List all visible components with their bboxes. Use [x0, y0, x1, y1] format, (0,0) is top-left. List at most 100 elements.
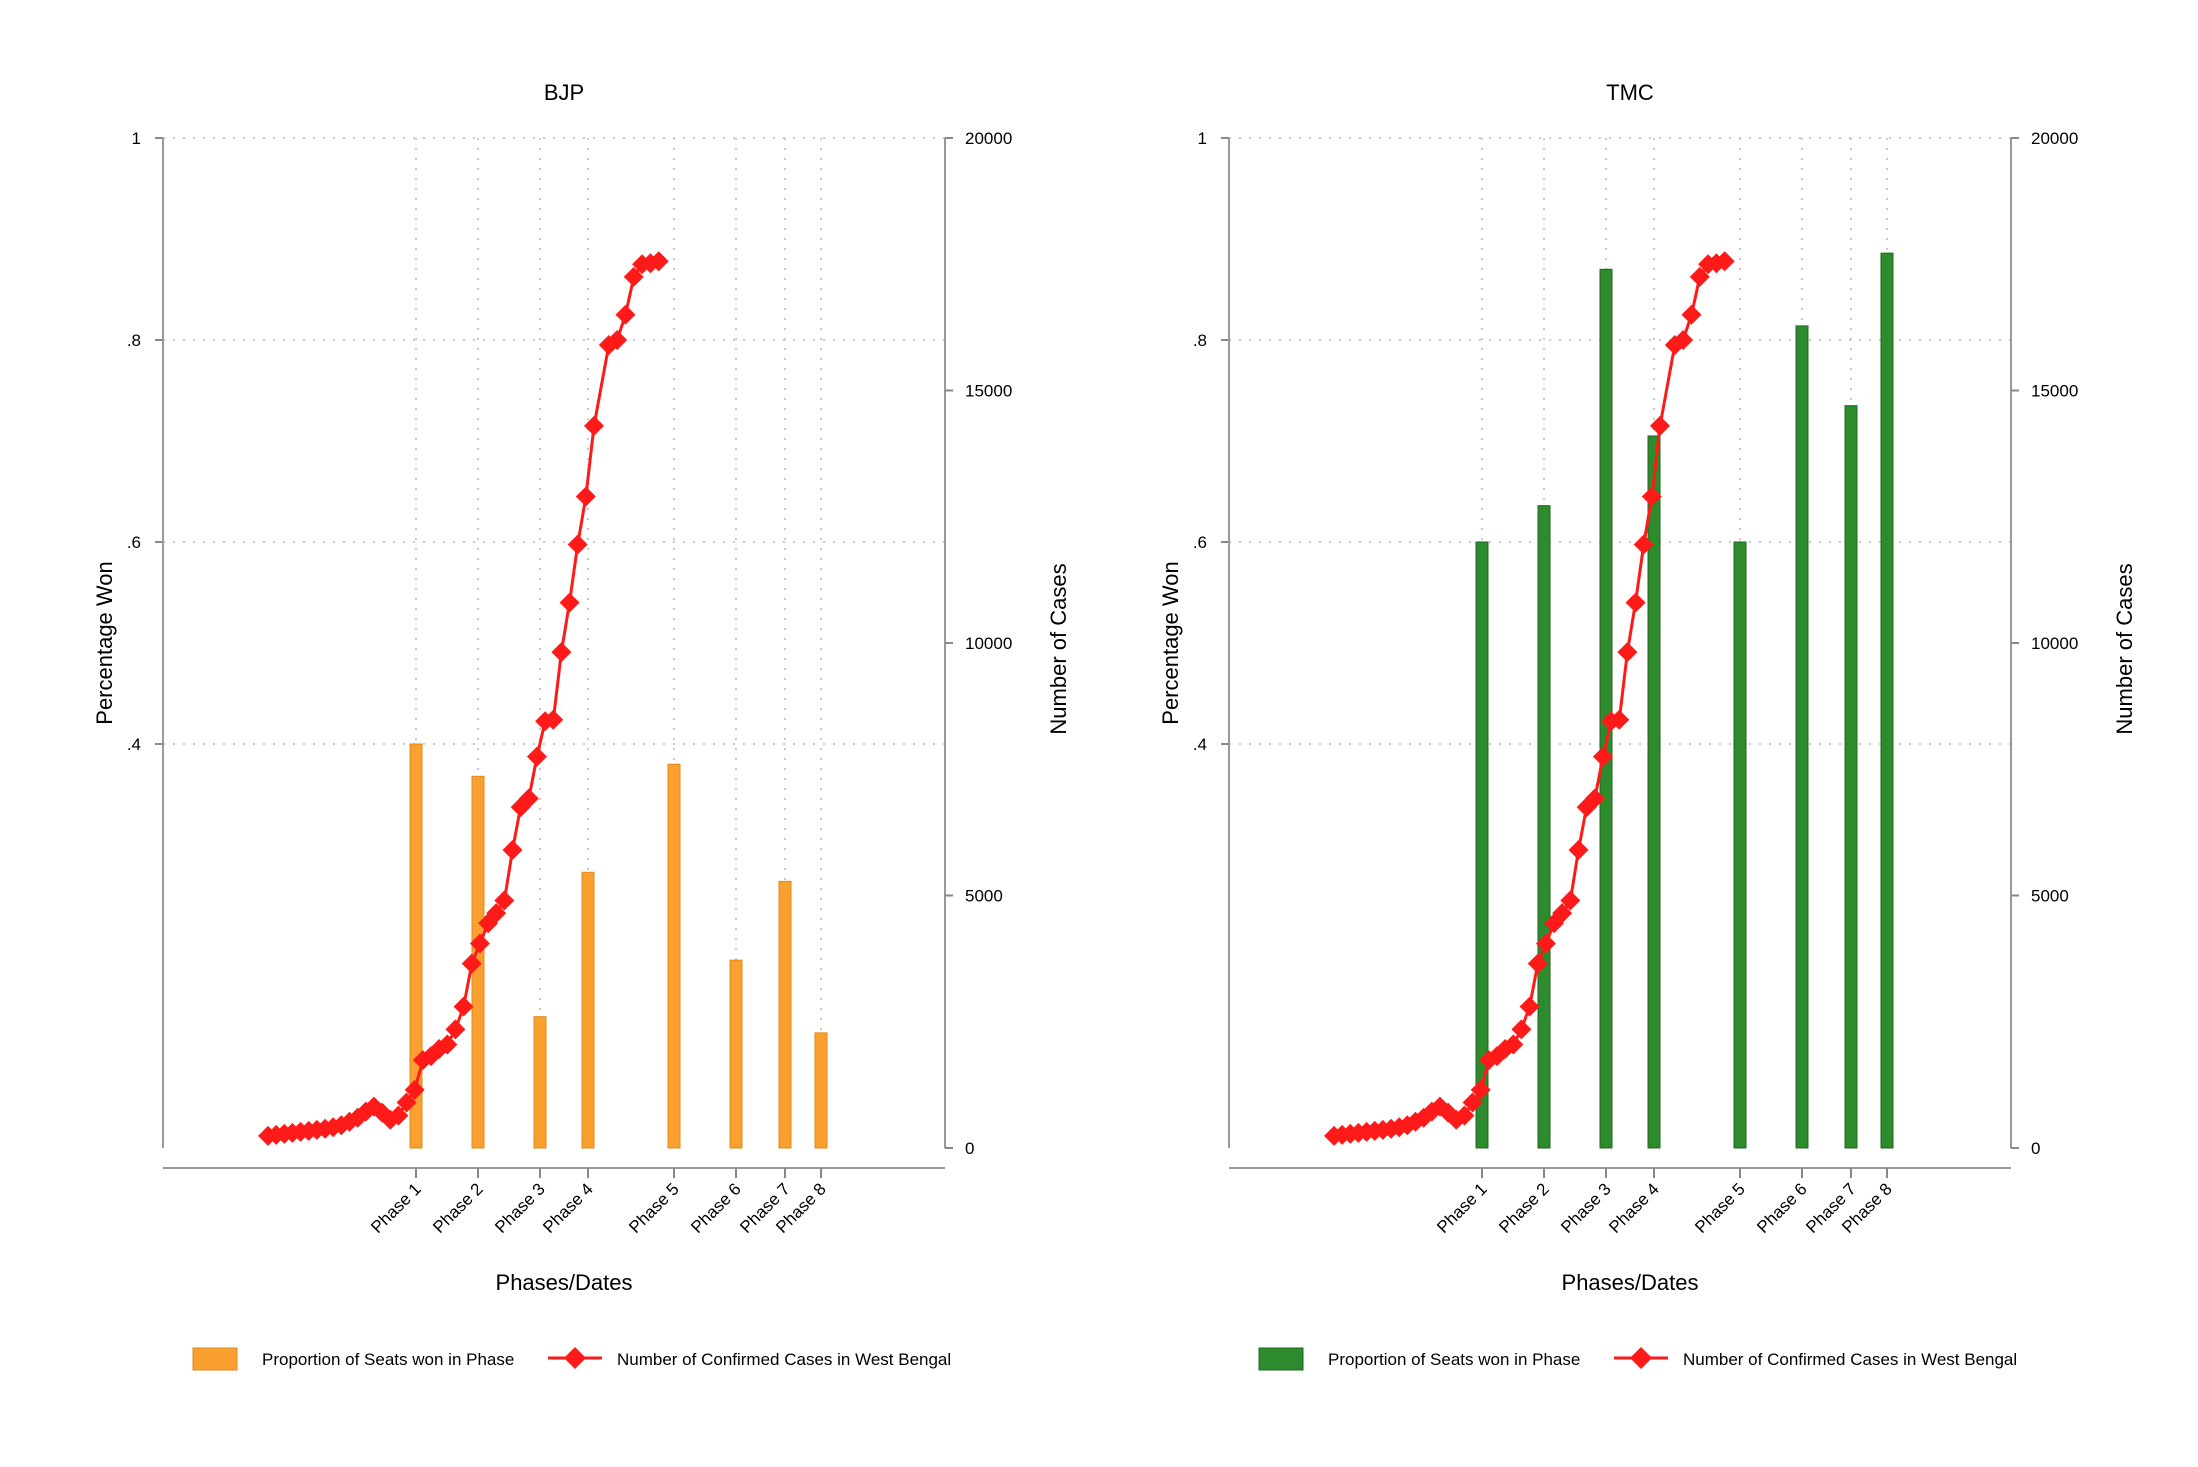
cases-marker: [648, 251, 669, 272]
cases-marker: [404, 1079, 425, 1100]
cases-marker: [1633, 534, 1654, 555]
legend-bar-label: Proportion of Seats won in Phase: [262, 1350, 514, 1369]
legend-bar-label: Proportion of Seats won in Phase: [1328, 1350, 1580, 1369]
cases-marker: [1560, 890, 1581, 911]
bar-phase-1: [409, 743, 423, 1149]
bar-phase-6: [729, 959, 743, 1149]
cases-marker: [1527, 953, 1548, 974]
cases-marker: [623, 266, 644, 287]
cases-marker: [1681, 304, 1702, 325]
right-tick-label: 5000: [965, 887, 1003, 906]
cases-marker: [461, 953, 482, 974]
cases-marker: [396, 1092, 417, 1113]
bar-phase-5: [667, 763, 681, 1149]
cases-marker: [1503, 1034, 1524, 1055]
left-tick-label: .4: [127, 735, 141, 754]
bar-phase-5: [1733, 541, 1747, 1149]
cases-marker: [1495, 1039, 1516, 1060]
cases-marker: [453, 996, 474, 1017]
chart-title: BJP: [544, 80, 584, 105]
cases-marker: [607, 330, 628, 350]
cases-marker: [1552, 903, 1573, 924]
cases-marker: [1641, 486, 1662, 507]
left-tick-label: 1: [132, 129, 141, 148]
cases-marker: [1568, 840, 1589, 861]
phase-tick-label: Phase 4: [539, 1179, 597, 1237]
left-tick-label: .8: [1193, 331, 1207, 350]
right-tick-label: 15000: [2031, 382, 2078, 401]
right-tick-label: 0: [2031, 1139, 2040, 1158]
phase-tick-label: Phase 5: [1691, 1179, 1749, 1237]
right-axis-title: Number of Cases: [2112, 563, 2137, 734]
right-tick-label: 10000: [2031, 634, 2078, 653]
bar-phase-4: [581, 871, 595, 1149]
cases-marker: [1413, 1107, 1434, 1128]
cases-marker: [559, 592, 580, 613]
bar-phase-2: [1537, 505, 1551, 1149]
bar-phase-6: [1795, 325, 1809, 1149]
x-axis-title: Phases/Dates: [1562, 1270, 1699, 1295]
cases-marker: [640, 253, 661, 274]
bar-phase-7: [1844, 405, 1858, 1149]
phase-tick-label: Phase 2: [429, 1179, 487, 1237]
cases-marker: [584, 415, 604, 436]
bar-phase-4: [1647, 435, 1661, 1149]
left-tick-label: 1: [1198, 129, 1207, 148]
legend-bar-swatch: [1258, 1347, 1304, 1371]
cases-marker: [526, 746, 547, 767]
bar-phase-7: [778, 880, 792, 1149]
chart-title: TMC: [1606, 80, 1654, 105]
right-tick-label: 15000: [965, 382, 1012, 401]
phase-tick-label: Phase 2: [1495, 1179, 1553, 1237]
x-axis-title: Phases/Dates: [496, 1270, 633, 1295]
cases-marker: [575, 486, 596, 507]
phase-tick-label: Phase 4: [1605, 1179, 1663, 1237]
cases-marker: [388, 1105, 409, 1126]
bar-phase-3: [1599, 268, 1613, 1149]
phase-tick-label: Phase 5: [625, 1179, 683, 1237]
legend-marker-swatch: [564, 1347, 586, 1369]
cases-marker: [1462, 1092, 1483, 1113]
cases-marker: [1689, 266, 1710, 287]
cases-marker: [437, 1034, 458, 1055]
cases-marker: [494, 890, 515, 911]
cases-marker: [1535, 933, 1556, 954]
cases-marker: [1714, 251, 1735, 272]
phase-tick-label: Phase 3: [491, 1179, 549, 1237]
left-axis-title: Percentage Won: [92, 561, 117, 724]
legend-bar-swatch: [192, 1347, 238, 1371]
left-tick-label: .4: [1193, 735, 1207, 754]
cases-marker: [502, 840, 523, 861]
cases-marker: [567, 534, 588, 555]
bar-phase-3: [533, 1016, 547, 1149]
left-axis-title: Percentage Won: [1158, 561, 1183, 724]
phase-tick-label: Phase 6: [687, 1179, 745, 1237]
cases-marker: [1519, 996, 1540, 1017]
cases-marker: [1584, 788, 1605, 809]
cases-marker: [445, 1019, 466, 1040]
cases-marker: [469, 933, 490, 954]
right-tick-label: 10000: [965, 634, 1012, 653]
right-tick-label: 20000: [2031, 129, 2078, 148]
cases-marker: [486, 903, 507, 924]
cases-marker: [1592, 746, 1613, 767]
right-axis-title: Number of Cases: [1046, 563, 1071, 734]
left-tick-label: .6: [127, 533, 141, 552]
cases-marker: [551, 642, 572, 663]
right-tick-label: 0: [965, 1139, 974, 1158]
left-tick-label: .6: [1193, 533, 1207, 552]
cases-marker: [1511, 1019, 1532, 1040]
cases-marker: [615, 304, 636, 325]
cases-marker: [518, 788, 539, 809]
right-tick-label: 5000: [2031, 887, 2069, 906]
phase-tick-label: Phase 3: [1557, 1179, 1615, 1237]
right-tick-label: 20000: [965, 129, 1012, 148]
legend-line-label: Number of Confirmed Cases in West Bengal: [617, 1350, 951, 1369]
cases-marker: [1650, 415, 1670, 436]
cases-marker: [1544, 913, 1565, 934]
legend-marker-swatch: [1630, 1347, 1652, 1369]
cases-marker: [1454, 1105, 1475, 1126]
